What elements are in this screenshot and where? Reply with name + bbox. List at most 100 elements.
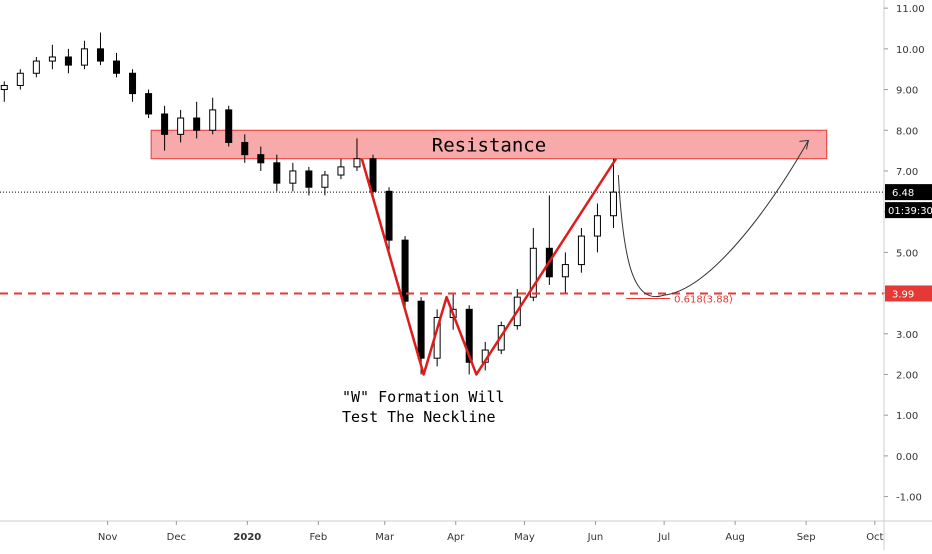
- x-tick-label: Sep: [797, 532, 816, 543]
- y-tick-label: 9.00: [896, 86, 918, 97]
- pattern-note-line: "W" Formation Will: [342, 388, 505, 406]
- y-tick-label: 10.00: [896, 45, 925, 56]
- candle: [225, 105, 233, 147]
- last-price-value: 6.48: [892, 188, 914, 199]
- resistance-zone: [150, 129, 828, 160]
- candle-body-down: [465, 308, 473, 363]
- candle: [465, 305, 473, 375]
- y-tick-label: 1.00: [896, 411, 918, 422]
- candle-body-up: [32, 60, 40, 74]
- x-tick-label: Dec: [167, 532, 186, 543]
- candle-body-down: [417, 300, 425, 359]
- candle: [353, 138, 361, 171]
- candle: [577, 227, 585, 273]
- candle-body-up: [529, 247, 537, 298]
- candle: [16, 69, 24, 90]
- candle: [32, 56, 40, 78]
- candle: [593, 203, 601, 253]
- candle: [529, 227, 537, 302]
- y-tick-label: 5.00: [896, 248, 918, 259]
- y-tick-label: 3.00: [896, 330, 918, 341]
- candle: [193, 101, 201, 139]
- candle: [209, 97, 217, 135]
- neckline-value: 3.99: [892, 289, 914, 300]
- projection-arrowhead: [799, 139, 810, 150]
- candle: [609, 158, 617, 228]
- candle: [401, 236, 409, 310]
- candle: [369, 154, 377, 200]
- candle: [80, 40, 88, 70]
- y-tick-label: 7.00: [896, 167, 918, 178]
- candle-body-up: [177, 117, 185, 135]
- y-tick-label: 2.00: [896, 370, 918, 381]
- candle: [64, 48, 72, 74]
- x-tick-label: Nov: [98, 532, 118, 543]
- y-tick-label: -1.00: [896, 493, 922, 504]
- candle: [145, 89, 153, 119]
- candle: [273, 154, 281, 192]
- pattern-note-line: Test The Neckline: [342, 408, 496, 426]
- candle-body-up: [561, 264, 569, 278]
- resistance-layer: [150, 129, 828, 160]
- candle-body-down: [241, 141, 249, 156]
- candle: [177, 109, 185, 143]
- countdown-tag: [885, 202, 932, 219]
- candle: [0, 81, 8, 102]
- candle-body-up: [337, 166, 345, 176]
- projection-curve: [617, 140, 809, 298]
- candle: [289, 162, 297, 192]
- candle: [257, 146, 265, 171]
- candle-body-up: [48, 56, 56, 62]
- candle-body-up: [321, 174, 329, 188]
- candle: [129, 69, 137, 102]
- x-tick-label: May: [514, 532, 535, 543]
- text-layer: Resistance 0.618(3.88) "W" Formation Will T…: [342, 134, 733, 426]
- candle: [241, 134, 249, 163]
- candle-body-down: [385, 190, 393, 241]
- candle-body-down: [193, 117, 201, 131]
- candle-body-down: [129, 72, 137, 95]
- candle-body-down: [273, 162, 281, 184]
- x-tick-label: Feb: [309, 532, 327, 543]
- candle-body-down: [257, 154, 265, 164]
- x-tick-label: Mar: [375, 532, 395, 543]
- candle-body-down: [369, 158, 377, 192]
- candle-body-down: [96, 48, 104, 62]
- candle-body-down: [113, 60, 121, 74]
- candle-body-up: [16, 72, 24, 86]
- candle-body-up: [209, 109, 217, 131]
- w-pattern-line: [360, 158, 618, 376]
- candle-body-up: [0, 84, 8, 91]
- candle-body-up: [577, 235, 585, 266]
- candle: [96, 32, 104, 66]
- candle-body-down: [161, 113, 169, 135]
- candle-body-up: [609, 191, 617, 217]
- countdown-value: 01:39:30: [888, 206, 932, 217]
- x-tick-label: 2020: [233, 532, 261, 543]
- candle-body-up: [80, 48, 88, 66]
- candle-body-up: [289, 170, 297, 184]
- candle: [337, 158, 345, 180]
- resistance-label: Resistance: [432, 134, 546, 156]
- x-tick-label: Aug: [725, 532, 745, 543]
- x-tick-label: Apr: [447, 532, 465, 543]
- fib-label: 0.618(3.88): [674, 294, 733, 305]
- last-price-tag: [885, 184, 932, 201]
- candle-body-down: [225, 109, 233, 143]
- y-tick-label: 8.00: [896, 126, 918, 137]
- candle-body-up: [353, 158, 361, 168]
- x-tick-label: Oct: [866, 532, 883, 543]
- candle: [305, 166, 313, 196]
- candle: [48, 44, 56, 70]
- candle-body-down: [305, 170, 313, 188]
- y-tick-label: 11.00: [896, 4, 925, 15]
- candle: [561, 252, 569, 294]
- candles-layer: [0, 32, 617, 375]
- x-tick-label: Jun: [587, 532, 604, 543]
- lines-layer: [0, 139, 884, 376]
- candle-body-down: [145, 93, 153, 115]
- y-tick-label: 0.00: [896, 452, 918, 463]
